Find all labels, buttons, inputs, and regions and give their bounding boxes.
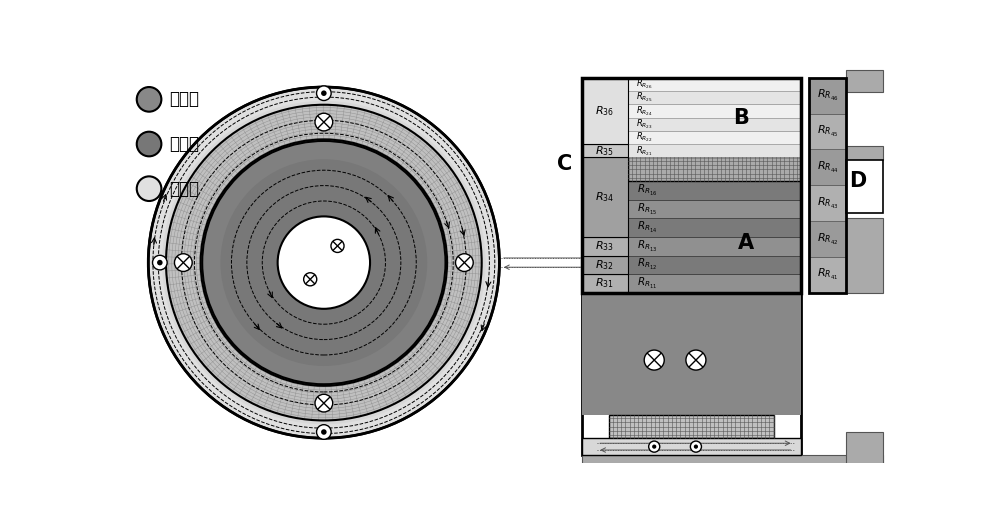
Text: $R_{{35}}$: $R_{{35}}$ — [595, 144, 614, 158]
Circle shape — [220, 159, 427, 366]
Bar — [628, 274, 801, 293]
Bar — [628, 218, 801, 237]
Text: $R_{{31}}$: $R_{{31}}$ — [595, 277, 614, 291]
Text: $R_{R_{46}}$: $R_{R_{46}}$ — [817, 88, 838, 103]
Bar — [628, 118, 801, 131]
Text: $R_{R_{15}}$: $R_{R_{15}}$ — [637, 201, 657, 216]
Circle shape — [644, 350, 664, 370]
Text: $R_{R_{26}}$: $R_{R_{26}}$ — [636, 77, 653, 91]
Circle shape — [137, 132, 161, 157]
Text: A: A — [738, 232, 754, 253]
Text: 外铁芯: 外铁芯 — [169, 180, 199, 198]
Bar — [809, 78, 846, 114]
Bar — [628, 91, 801, 105]
Bar — [846, 432, 883, 464]
Circle shape — [331, 239, 344, 252]
Bar — [628, 105, 801, 118]
Circle shape — [686, 350, 706, 370]
Circle shape — [652, 445, 656, 449]
Text: $R_{R_{12}}$: $R_{R_{12}}$ — [637, 257, 657, 272]
Text: $R_{R_{13}}$: $R_{R_{13}}$ — [637, 239, 658, 254]
Bar — [628, 144, 801, 158]
Circle shape — [166, 105, 482, 421]
Text: $R_{R_{45}}$: $R_{R_{45}}$ — [817, 124, 838, 139]
Bar — [609, 415, 774, 438]
Bar — [582, 256, 628, 274]
Text: $R_{R_{14}}$: $R_{R_{14}}$ — [637, 220, 658, 235]
Circle shape — [694, 445, 698, 449]
Circle shape — [317, 425, 331, 439]
Text: $R_{R_{22}}$: $R_{R_{22}}$ — [636, 131, 652, 144]
Bar — [846, 160, 883, 213]
Bar — [628, 237, 801, 256]
Text: 内铁芯: 内铁芯 — [169, 135, 199, 153]
Circle shape — [456, 254, 473, 271]
Bar — [582, 158, 628, 237]
Text: $R_{{34}}$: $R_{{34}}$ — [595, 190, 615, 204]
Circle shape — [321, 90, 327, 96]
Circle shape — [157, 260, 163, 265]
Bar — [846, 70, 883, 92]
Bar — [582, 438, 801, 455]
Circle shape — [315, 394, 333, 412]
Bar — [628, 181, 801, 200]
Circle shape — [304, 273, 317, 286]
Bar — [582, 237, 628, 256]
Bar — [809, 114, 846, 149]
Bar — [846, 146, 883, 160]
Text: $R_{R_{41}}$: $R_{R_{41}}$ — [817, 267, 838, 282]
Bar — [582, 455, 883, 464]
Text: D: D — [849, 171, 866, 191]
Text: $R_{R_{25}}$: $R_{R_{25}}$ — [636, 91, 653, 105]
Text: 线圈层: 线圈层 — [169, 90, 199, 108]
Circle shape — [137, 176, 161, 201]
Text: $R_{R_{44}}$: $R_{R_{44}}$ — [817, 160, 838, 175]
Text: $R_{{36}}$: $R_{{36}}$ — [595, 104, 614, 118]
Circle shape — [690, 441, 701, 452]
Bar — [582, 144, 628, 158]
Bar — [809, 257, 846, 293]
Bar — [628, 78, 801, 91]
Bar — [582, 293, 801, 455]
Text: $R_{{33}}$: $R_{{33}}$ — [595, 239, 614, 253]
Text: $R_{R_{23}}$: $R_{R_{23}}$ — [636, 118, 652, 131]
Bar — [628, 158, 801, 181]
Circle shape — [174, 254, 192, 271]
Bar — [628, 256, 801, 274]
Bar — [582, 78, 801, 293]
Text: $R_{R_{16}}$: $R_{R_{16}}$ — [637, 183, 658, 198]
Bar — [628, 200, 801, 218]
Text: $R_{R_{21}}$: $R_{R_{21}}$ — [636, 144, 652, 158]
Circle shape — [278, 216, 370, 309]
Bar — [582, 274, 628, 293]
Circle shape — [162, 101, 486, 424]
Text: $R_{R_{42}}$: $R_{R_{42}}$ — [817, 231, 838, 246]
Circle shape — [317, 86, 331, 100]
Text: $R_{R_{43}}$: $R_{R_{43}}$ — [817, 196, 838, 211]
Bar — [809, 221, 846, 257]
Bar — [809, 185, 846, 221]
Text: C: C — [557, 154, 572, 174]
Text: $R_{R_{24}}$: $R_{R_{24}}$ — [636, 104, 653, 118]
Circle shape — [148, 87, 499, 438]
Circle shape — [137, 87, 161, 112]
Bar — [809, 78, 846, 293]
Bar — [628, 131, 801, 144]
Text: $R_{{32}}$: $R_{{32}}$ — [595, 258, 614, 272]
Circle shape — [321, 429, 327, 435]
Bar — [582, 78, 628, 144]
Circle shape — [649, 441, 660, 452]
Bar — [582, 293, 801, 415]
Text: $R_{R_{11}}$: $R_{R_{11}}$ — [637, 276, 658, 291]
Circle shape — [202, 141, 446, 384]
Bar — [846, 217, 883, 293]
Circle shape — [153, 255, 167, 270]
Text: B: B — [733, 108, 749, 127]
Circle shape — [315, 113, 333, 131]
Bar — [809, 149, 846, 185]
